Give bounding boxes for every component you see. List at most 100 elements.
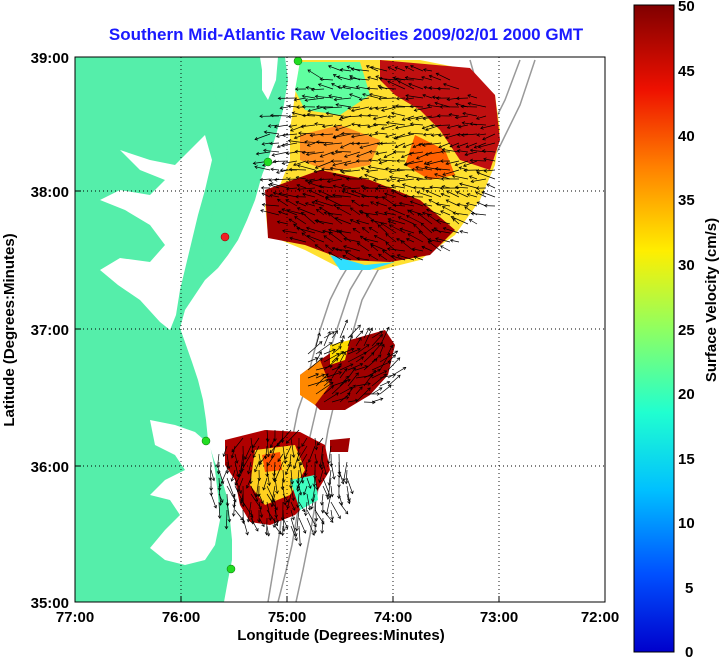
velocity-arrow-head xyxy=(301,150,305,155)
grid xyxy=(75,57,605,602)
velocity-arrow xyxy=(289,169,307,171)
velocity-arrow xyxy=(288,218,298,225)
velocity-arrow-head xyxy=(393,135,398,140)
velocity-arrow xyxy=(355,383,371,387)
y-tick-label: 39:00 xyxy=(31,50,69,67)
velocity-arrow xyxy=(250,437,254,453)
velocity-arrow xyxy=(269,437,284,454)
velocity-arrow-head xyxy=(305,160,310,164)
velocity-arrow-head xyxy=(325,373,329,377)
velocity-arrow xyxy=(371,361,391,371)
velocity-arrow xyxy=(404,160,424,166)
velocity-arrow-head xyxy=(439,245,444,249)
colorbar-label: Surface Velocity (cm/s) xyxy=(703,218,720,382)
velocity-arrow xyxy=(322,485,329,497)
velocity-arrow-head xyxy=(384,192,388,197)
velocity-arrow-head xyxy=(294,87,299,91)
velocity-arrow xyxy=(319,178,334,180)
velocity-arrow xyxy=(373,124,388,126)
velocity-arrow-head xyxy=(304,140,308,144)
velocity-arrow xyxy=(234,509,244,521)
station-marker-offline xyxy=(220,232,230,242)
velocity-arrow xyxy=(384,193,397,198)
velocity-arrow-head xyxy=(328,231,332,236)
velocity-arrow-head xyxy=(302,491,307,496)
velocity-arrow-head xyxy=(234,482,238,486)
velocity-arrow xyxy=(459,230,469,234)
velocity-arrow xyxy=(297,187,316,190)
velocity-arrow xyxy=(338,493,343,506)
velocity-arrow-head xyxy=(342,351,346,356)
velocity-arrow-head xyxy=(405,94,409,98)
velocity-arrow-head xyxy=(329,166,334,171)
velocity-arrow xyxy=(315,374,325,379)
velocity-arrow xyxy=(339,386,353,395)
velocity-arrow-head xyxy=(352,384,356,389)
velocity-arrow xyxy=(307,379,329,387)
velocity-arrow-head xyxy=(332,476,336,480)
velocity-arrow-head xyxy=(342,187,346,191)
velocity-arrow xyxy=(315,365,333,371)
velocity-arrow xyxy=(388,207,406,216)
velocity-arrow xyxy=(240,493,244,504)
velocity-arrow xyxy=(274,124,289,128)
velocity-arrow-head xyxy=(260,209,264,213)
velocity-arrow-head xyxy=(365,65,370,69)
velocity-arrow-head xyxy=(265,473,270,478)
velocity-arrow-head xyxy=(332,348,336,353)
velocity-arrow xyxy=(346,493,350,504)
velocity-arrow xyxy=(410,201,424,207)
velocity-arrow-head xyxy=(372,116,377,121)
velocity-arrow-head xyxy=(339,145,344,149)
velocity-arrow-head xyxy=(319,357,323,361)
velocity-arrow xyxy=(450,216,469,225)
velocity-arrow-head xyxy=(292,465,297,470)
velocity-arrow xyxy=(379,78,397,81)
velocity-arrow-head xyxy=(332,172,336,177)
velocity-arrow xyxy=(387,367,406,379)
velocity-arrow-head xyxy=(273,124,278,129)
velocity-arrow xyxy=(296,227,316,234)
velocity-arrow xyxy=(363,327,373,347)
velocity-arrow xyxy=(465,142,478,148)
velocity-arrow-head xyxy=(440,210,444,214)
velocity-arrow-head xyxy=(311,532,316,536)
velocity-arrow xyxy=(294,133,307,139)
velocity-arrow xyxy=(282,445,286,464)
velocity-arrow xyxy=(347,399,358,403)
velocity-arrow-head xyxy=(455,102,459,107)
velocity-arrow xyxy=(342,255,352,261)
velocity-arrow-head xyxy=(305,152,310,157)
velocity-arrow-head xyxy=(374,186,379,191)
velocity-arrow-head xyxy=(250,520,255,525)
velocity-arrow xyxy=(241,453,252,471)
velocity-arrow-head xyxy=(405,96,409,101)
velocity-arrow-head xyxy=(254,468,258,473)
velocity-arrow-head xyxy=(403,194,408,198)
velocity-arrow-head xyxy=(391,190,396,194)
velocity-arrow-head xyxy=(368,106,373,111)
velocity-arrow-head xyxy=(462,163,467,167)
velocity-arrow-head xyxy=(360,356,365,360)
velocity-arrow xyxy=(341,190,361,198)
velocity-arrow xyxy=(368,159,379,162)
velocity-arrow-head xyxy=(387,207,392,211)
velocity-arrow-head xyxy=(244,456,248,460)
velocity-arrow-head xyxy=(370,352,375,356)
velocity-arrow xyxy=(218,493,224,503)
velocity-arrow-head xyxy=(396,159,400,163)
velocity-arrow-head xyxy=(276,144,281,149)
velocity-arrow xyxy=(347,335,353,347)
velocity-arrow-head xyxy=(427,240,432,245)
velocity-arrow xyxy=(417,212,433,225)
velocity-arrow-head xyxy=(404,174,409,178)
velocity-arrow xyxy=(226,509,228,529)
velocity-arrow xyxy=(270,183,289,189)
velocity-arrow-head xyxy=(333,97,338,102)
velocity-arrow-head xyxy=(395,104,399,108)
velocity-arrow-head xyxy=(476,171,481,176)
velocity-arrow-head xyxy=(289,236,293,241)
velocity-arrow xyxy=(350,207,361,216)
velocity-arrow-head xyxy=(460,133,465,137)
velocity-arrow xyxy=(267,453,276,466)
